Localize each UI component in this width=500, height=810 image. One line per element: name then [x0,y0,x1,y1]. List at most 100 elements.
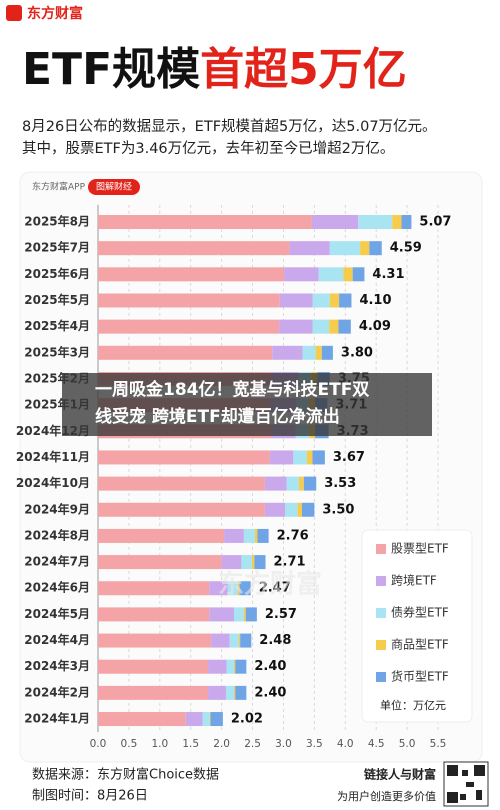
y-tick-label: 2024年9月 [24,501,90,516]
bar-segment [209,581,228,596]
bar-segment [98,293,280,308]
legend-label: 货币型ETF [391,669,449,684]
bar-segment [235,685,247,700]
bar-segment [98,659,209,674]
y-tick-label: 2024年8月 [24,527,90,542]
bar-segment [237,581,240,596]
bar-segment [243,528,256,543]
source: 数据来源：东方财富Choice数据 [32,767,219,783]
bar-segment [329,241,361,256]
bar-segment [401,215,412,229]
x-tick-label: 4.5 [368,738,385,750]
bar-segment [240,633,252,648]
bar-segment [98,267,285,282]
bar-segment [257,528,269,543]
bar-segment [343,267,353,282]
bar-segment [225,685,234,700]
legend-swatch [376,608,386,618]
bar-segment [311,215,359,229]
x-tick-label: 5.5 [430,738,447,750]
bar-segment [285,502,298,517]
bar-segment [211,633,230,648]
bar-segment [254,555,266,570]
bar-segment [255,528,258,543]
bar-segment [209,607,234,622]
bar-segment [245,607,257,622]
bar-segment [312,319,330,334]
bar-segment [302,345,316,360]
bar-segment [315,345,322,360]
bar-segment [98,633,212,648]
slogan: 链接人与财富 [364,767,436,782]
total-label: 2.76 [277,528,309,543]
total-label: 4.10 [359,293,391,308]
bar-segment [269,450,294,465]
bar-segment [98,555,222,570]
bar-segment [224,528,244,543]
total-label: 2.71 [274,555,306,570]
legend-swatch [376,544,386,554]
total-label: 4.09 [359,319,391,334]
bar-segment [234,659,236,674]
bar-segment [306,450,313,465]
y-tick-label: 2024年5月 [24,606,90,621]
bar-segment [338,319,351,334]
total-label: 2.40 [254,659,286,674]
bar-segment [238,633,241,648]
bar-segment [221,555,242,570]
bar-segment [239,581,251,596]
bar-segment [286,476,299,491]
bar-segment [272,345,303,360]
total-label: 2.57 [265,607,297,622]
x-tick-label: 1.5 [182,738,199,750]
logo-icon [6,5,22,21]
bar-segment [352,267,365,282]
legend-swatch [376,640,386,650]
x-tick-label: 4.0 [337,738,354,750]
y-tick-label: 2024年11月 [16,449,90,464]
bar-segment [303,476,317,491]
total-label: 4.31 [372,267,404,282]
legend: 股票型ETF 跨境ETF 债券型ETF 商品型ETF 货币型ETF [361,529,473,723]
x-tick-label: 2.0 [213,738,230,750]
bar-segment [208,659,227,674]
bar-segment [312,293,330,308]
total-label: 2.48 [259,633,291,648]
y-tick-label: 2024年7月 [24,554,90,569]
tag: 东方财富APP [32,181,86,193]
bar-segment [243,607,246,622]
bar-segment [298,476,304,491]
bar-segment [318,267,344,282]
bar-segment [358,215,393,229]
banner [62,373,432,436]
bar-segment [98,607,210,622]
x-tick-label: 2.5 [244,738,261,750]
legend-label: 债券型ETF [391,605,449,620]
x-tick-label: 1.0 [151,738,168,750]
total-label: 3.80 [341,345,373,360]
bar-segment [312,450,325,465]
bar-segment [98,502,265,517]
headline-part: ETF规模 [22,44,200,95]
banner-text: 一周吸金184亿！宽基与科技ETF双 [95,379,369,400]
total-label: 2.47 [259,581,291,596]
tag: 图解财经 [96,181,132,193]
unit: 单位：万亿元 [380,698,446,712]
x-tick-label: 3.5 [306,738,323,750]
legend-label: 商品型ETF [391,637,449,652]
bar-segment [297,502,302,517]
y-tick-label: 2024年3月 [24,658,90,673]
headline: ETF规模首超5万亿 [22,44,407,95]
bar-segment [289,241,330,256]
x-tick-label: 0.5 [121,738,138,750]
bar-segment [339,293,352,308]
x-tick-label: 0.0 [90,738,107,750]
bar-segment [226,659,234,674]
date: 制图时间：8月26日 [32,789,148,804]
bar-segment [98,450,270,465]
x-tick-label: 3.0 [275,738,292,750]
bar-segment [227,581,238,596]
slogan: 为用户创造更多价值 [337,789,436,803]
